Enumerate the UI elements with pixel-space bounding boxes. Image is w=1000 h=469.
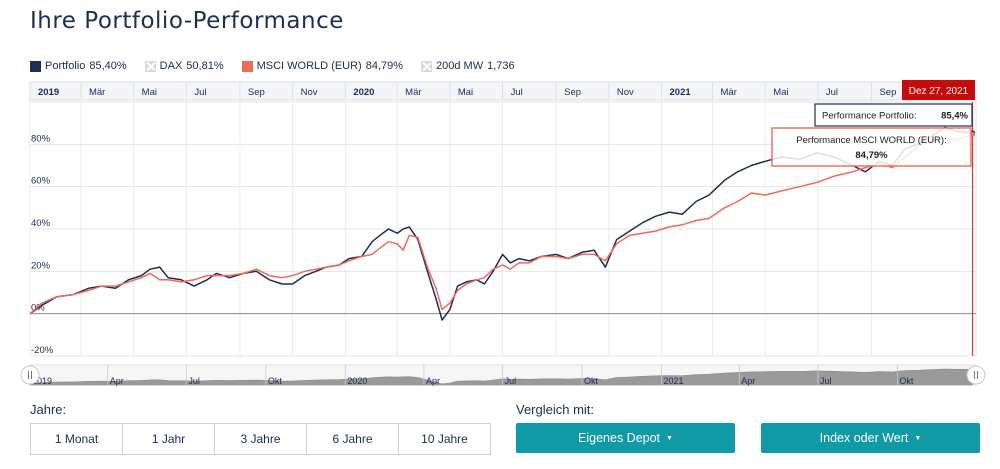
- date-tick-label: Jul: [194, 87, 206, 98]
- tooltip-portfolio-box: [814, 103, 973, 127]
- date-tick-label: Jul: [826, 87, 838, 98]
- date-tick-label: Mai: [142, 87, 157, 98]
- legend-label-dax: DAX: [159, 60, 183, 72]
- date-tick-label: Jul: [511, 87, 523, 98]
- index-oder-wert-dropdown[interactable]: Index oder Wert ▼: [761, 423, 980, 453]
- navigator-tick-label: Apr: [741, 376, 755, 386]
- legend-value-200d-mw: 1,736: [487, 60, 515, 72]
- y-tick-label: 20%: [31, 260, 51, 271]
- eigenes-depot-label: Eigenes Depot: [578, 431, 661, 445]
- navigator-tick-label: Okt: [584, 376, 599, 386]
- date-tick-label: Nov: [617, 87, 634, 98]
- series-line-msci: [29, 133, 973, 315]
- disabled-x-icon: [421, 60, 433, 72]
- range-6-jahre-button[interactable]: 6 Jahre: [306, 423, 399, 455]
- date-tick-label: 2020: [353, 87, 374, 98]
- tooltip-date: Dez 27, 2021: [909, 86, 969, 97]
- date-tick-label: Sep: [248, 87, 265, 98]
- legend-label-200d-mw: 200d MW: [436, 60, 484, 72]
- navigator-tick-label: Apr: [426, 376, 440, 386]
- date-tick-label: 2019: [38, 87, 59, 98]
- tooltip-portfolio-value: 85,4%: [941, 111, 968, 122]
- legend-swatch-portfolio: [30, 60, 41, 72]
- navigator-tick-label: Jul: [820, 376, 832, 386]
- navigator-handle-right[interactable]: [966, 365, 986, 385]
- date-tick-label: Mär: [405, 87, 421, 98]
- range-10-jahre-button[interactable]: 10 Jahre: [398, 423, 491, 455]
- date-tick-label: Mär: [89, 87, 105, 98]
- navigator-tick-label: Jul: [188, 376, 200, 386]
- tooltip-msci-value: 84,79%: [855, 150, 888, 161]
- legend-item-portfolio[interactable]: Portfolio 85,40%: [30, 60, 127, 72]
- y-tick-label: 60%: [31, 176, 51, 187]
- tooltip-msci-box: [771, 127, 972, 167]
- date-tick-label: Mai: [458, 87, 473, 98]
- range-1-jahr-button[interactable]: 1 Jahr: [122, 423, 215, 455]
- navigator-tick-label: 2020: [347, 376, 367, 386]
- navigator-tick-label: 2019: [32, 376, 52, 386]
- y-tick-label: 80%: [31, 133, 51, 144]
- legend-swatch-msci: [241, 60, 253, 72]
- legend-value-msci: 84,79%: [365, 60, 404, 72]
- navigator-tick-label: Jul: [505, 376, 517, 386]
- y-tick-label: 40%: [31, 218, 51, 229]
- date-tick-label: Nov: [301, 87, 318, 98]
- navigator-tick-label: 2021: [664, 376, 684, 386]
- range-1-monat-button[interactable]: 1 Monat: [30, 423, 123, 455]
- caret-down-icon: ▼: [666, 434, 673, 442]
- navigator-tick-label: Apr: [110, 376, 124, 386]
- navigator-tick-label: Okt: [268, 376, 283, 386]
- legend-label-portfolio: Portfolio: [45, 60, 86, 72]
- chart-legend: Portfolio 85,40% DAX 50,81% MSCI WORLD (…: [30, 60, 515, 72]
- y-tick-label: -20%: [31, 345, 54, 356]
- legend-label-msci: MSCI WORLD (EUR): [256, 60, 362, 72]
- date-tick-label: Mai: [773, 87, 788, 98]
- caret-down-icon: ▼: [914, 434, 922, 442]
- tooltip-date-flag: [902, 80, 975, 100]
- range-3-jahre-button[interactable]: 3 Jahre: [214, 423, 307, 455]
- range-selector: 1 Monat 1 Jahr 3 Jahre 6 Jahre 10 Jahre: [30, 423, 491, 455]
- page-title: Ihre Portfolio-Performance: [30, 8, 344, 34]
- tooltip-msci-label: Performance MSCI WORLD (EUR):: [796, 135, 946, 146]
- date-tick-label: Sep: [879, 87, 896, 98]
- legend-item-msci[interactable]: MSCI WORLD (EUR) 84,79%: [241, 60, 404, 72]
- legend-value-dax: 50,81%: [186, 60, 224, 72]
- date-tick-label: Sep: [564, 87, 581, 98]
- legend-item-200d-mw[interactable]: 200d MW 1,736: [421, 60, 515, 72]
- legend-value-portfolio: 85,40%: [89, 60, 127, 72]
- tooltip-portfolio-label: Performance Portfolio:: [822, 111, 917, 122]
- date-tick-label: Mär: [721, 87, 737, 98]
- legend-item-dax[interactable]: DAX 50,81%: [144, 60, 224, 72]
- performance-chart[interactable]: 2019 Mär Mai Jul Sep Nov 2020 Mär Mai Jul Sep Nov 20…: [0, 80, 1000, 395]
- disabled-x-icon: [144, 60, 156, 72]
- navigator-handle-left[interactable]: [20, 365, 40, 385]
- index-oder-wert-label: Index oder Wert: [819, 431, 909, 445]
- jahre-label: Jahre:: [30, 402, 67, 417]
- eigenes-depot-dropdown[interactable]: Eigenes Depot ▼: [516, 423, 735, 453]
- date-tick-label: 2021: [670, 87, 692, 98]
- vergleich-label: Vergleich mit:: [516, 402, 595, 417]
- navigator-tick-label: Okt: [899, 376, 914, 386]
